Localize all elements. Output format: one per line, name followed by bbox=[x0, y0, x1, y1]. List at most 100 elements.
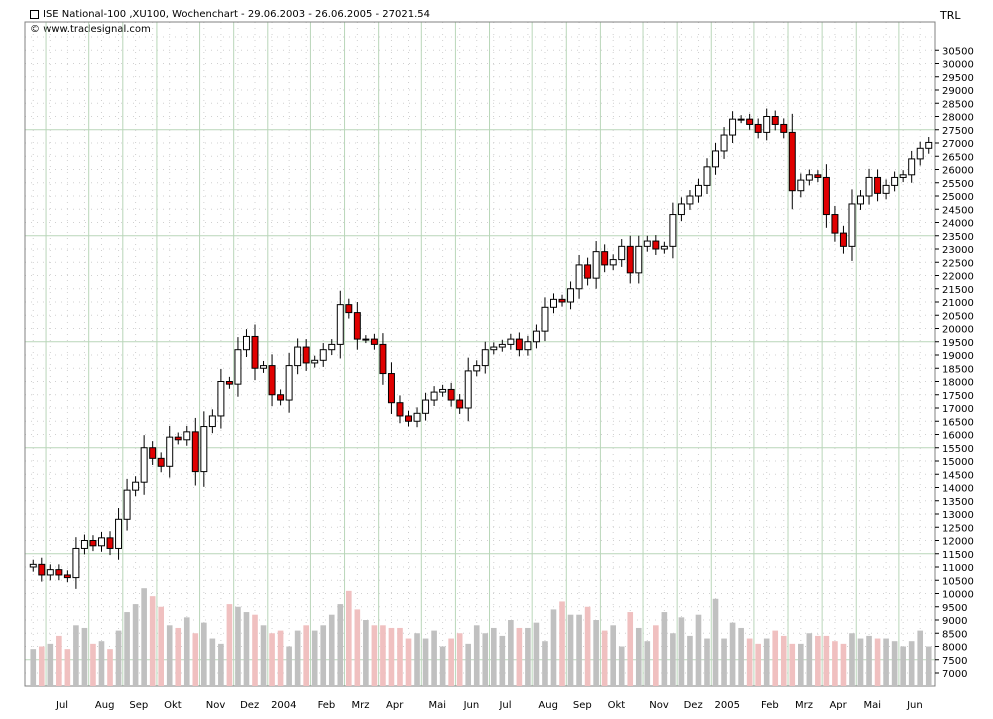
candle-body bbox=[575, 264, 583, 290]
candle-body bbox=[251, 335, 259, 369]
candle bbox=[635, 235, 643, 284]
volume-bar bbox=[183, 617, 190, 686]
volume-bar bbox=[124, 612, 130, 686]
y-tick-label: 30000 bbox=[942, 60, 974, 71]
candle-body bbox=[712, 150, 720, 168]
y-tick-label: 21500 bbox=[942, 285, 974, 296]
volume-bar bbox=[559, 601, 565, 686]
volume-bar bbox=[499, 635, 506, 686]
candle bbox=[63, 570, 71, 583]
candle bbox=[115, 508, 123, 560]
x-tick-label: Nov bbox=[206, 700, 226, 711]
candle-body bbox=[72, 547, 80, 579]
currency-label: TRL bbox=[940, 9, 961, 22]
volume-bar bbox=[158, 606, 165, 686]
candle-body bbox=[439, 388, 447, 393]
candle-body bbox=[584, 264, 592, 279]
x-tick-label: Dez bbox=[240, 700, 259, 711]
x-tick-label: Dez bbox=[684, 700, 703, 711]
candle-body bbox=[430, 391, 438, 401]
candle bbox=[916, 141, 924, 166]
candle bbox=[251, 324, 259, 381]
candle-body bbox=[669, 214, 677, 247]
volume-bar bbox=[763, 638, 770, 686]
candle-body bbox=[183, 431, 191, 441]
candle-body bbox=[456, 399, 464, 409]
candle bbox=[157, 452, 165, 473]
candle bbox=[55, 564, 63, 581]
y-tick-label: 21000 bbox=[942, 298, 974, 309]
candle bbox=[260, 360, 268, 373]
candle-body bbox=[302, 346, 310, 364]
volume-bar bbox=[661, 612, 668, 686]
y-tick-label: 8000 bbox=[942, 643, 967, 654]
candle bbox=[370, 333, 378, 350]
volume-bars bbox=[30, 588, 932, 686]
volume-bar bbox=[653, 625, 659, 686]
candle-body bbox=[345, 304, 353, 314]
y-tick-label: 11500 bbox=[942, 550, 974, 561]
volume-bar bbox=[542, 641, 548, 686]
source-credit: © www.tradesignal.com bbox=[30, 24, 151, 35]
y-axis: 7000 7500 8000 8500 9000 9500 10000 10500 11000 1… bbox=[935, 46, 974, 680]
x-tick-label: Sep bbox=[129, 700, 148, 711]
candle-body bbox=[660, 245, 668, 250]
candle-body bbox=[311, 359, 319, 364]
candle bbox=[788, 113, 796, 210]
volume-bar bbox=[311, 630, 318, 686]
candle-body bbox=[899, 174, 907, 178]
candle-body bbox=[464, 370, 472, 409]
volume-bar bbox=[729, 622, 736, 686]
candle-body bbox=[891, 176, 899, 186]
y-tick-label: 15500 bbox=[942, 444, 974, 455]
volume-bar bbox=[235, 606, 241, 686]
candle bbox=[686, 190, 694, 210]
volume-bar bbox=[627, 612, 634, 686]
y-tick-label: 22000 bbox=[942, 272, 974, 283]
candle bbox=[874, 169, 882, 202]
candle bbox=[575, 254, 583, 299]
candle bbox=[106, 531, 114, 556]
y-tick-label: 8500 bbox=[942, 629, 967, 640]
volume-bar bbox=[277, 630, 284, 686]
candle bbox=[413, 407, 421, 428]
volume-bar bbox=[721, 638, 727, 686]
volume-bar bbox=[490, 627, 497, 686]
y-tick-label: 19000 bbox=[942, 351, 974, 362]
candle-body bbox=[447, 388, 455, 401]
candle-body bbox=[277, 394, 285, 401]
candle bbox=[183, 425, 191, 446]
candle bbox=[498, 339, 506, 352]
candle bbox=[422, 392, 430, 421]
candle bbox=[285, 353, 293, 413]
candle bbox=[848, 189, 856, 261]
volume-bar bbox=[874, 638, 881, 686]
candlestick-series bbox=[29, 108, 933, 589]
y-tick-label: 24500 bbox=[942, 205, 974, 216]
y-tick-label: 12000 bbox=[942, 537, 974, 548]
volume-bar bbox=[857, 638, 864, 686]
volume-bar bbox=[746, 638, 753, 686]
candle bbox=[601, 244, 609, 273]
candle-body bbox=[686, 195, 694, 205]
candle bbox=[925, 137, 933, 154]
volume-bar bbox=[252, 614, 258, 686]
candle-body bbox=[916, 147, 924, 160]
candle bbox=[46, 564, 54, 581]
x-tick-label: Okt bbox=[164, 700, 182, 711]
volume-bar bbox=[107, 649, 113, 686]
volume-bar bbox=[47, 643, 54, 686]
candle bbox=[669, 202, 677, 259]
candle bbox=[89, 535, 97, 552]
candle bbox=[515, 332, 523, 357]
volume-bar bbox=[815, 635, 821, 686]
candle bbox=[464, 357, 472, 422]
y-tick-label: 14000 bbox=[942, 484, 974, 495]
candle bbox=[447, 382, 455, 407]
candle-body bbox=[234, 349, 242, 385]
candle bbox=[294, 338, 302, 375]
x-tick-label: Nov bbox=[649, 700, 669, 711]
candle-body bbox=[370, 338, 378, 345]
volume-bar bbox=[260, 625, 267, 686]
